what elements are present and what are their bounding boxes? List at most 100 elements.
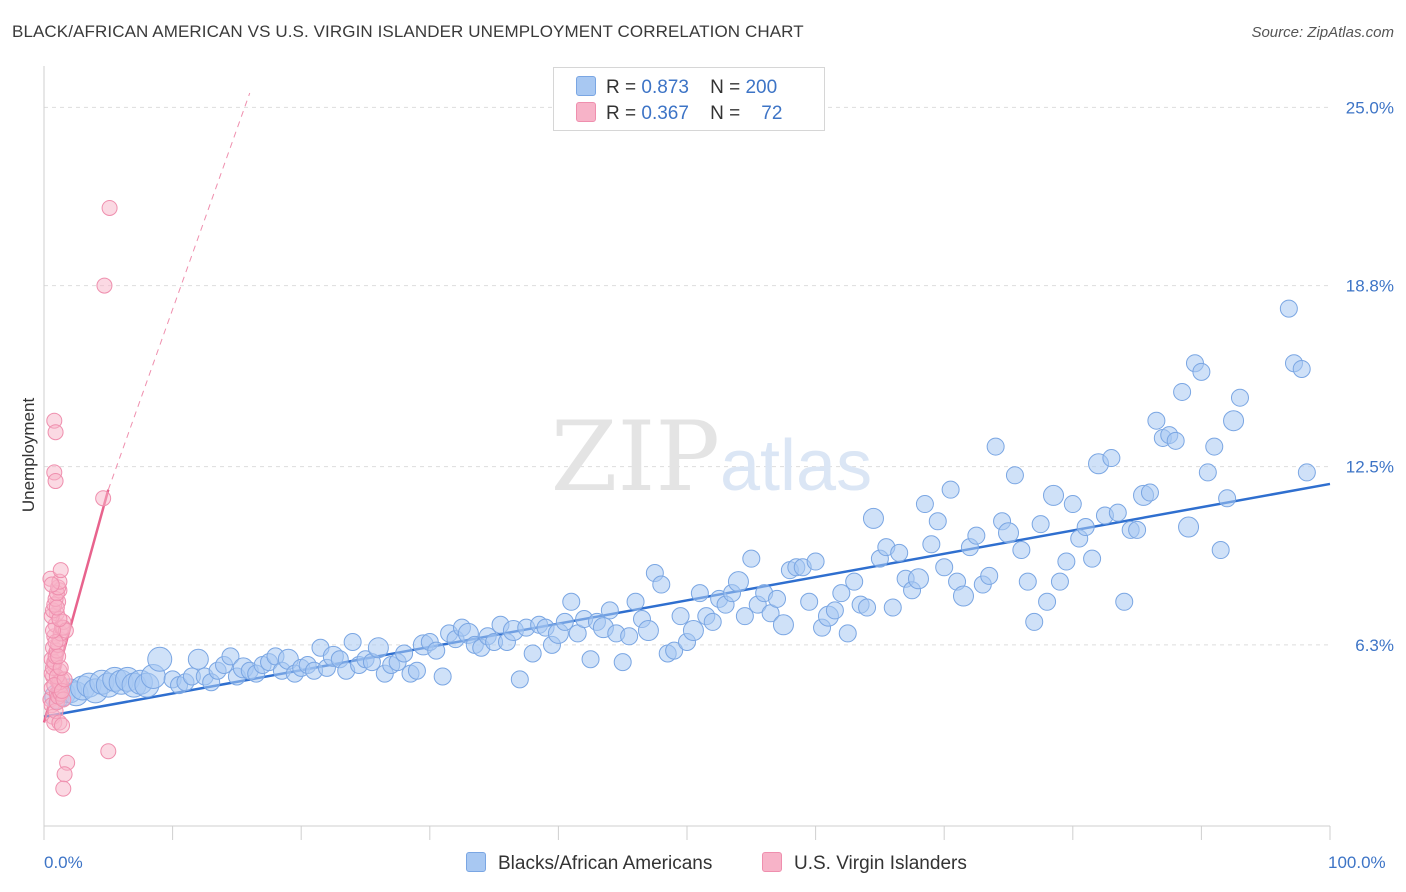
chart-source: Source: ZipAtlas.com xyxy=(1251,24,1394,41)
blue-data-point xyxy=(555,612,574,631)
blue-data-point xyxy=(1115,592,1134,611)
y-tick-label: 18.8% xyxy=(1346,277,1394,296)
blue-data-point xyxy=(620,627,639,646)
blue-data-point xyxy=(600,601,619,620)
blue-data-point xyxy=(147,646,173,672)
grid-lines xyxy=(44,106,1330,646)
blue-data-point xyxy=(858,598,877,617)
blue-data-point xyxy=(1063,495,1082,514)
blue-data-point xyxy=(825,601,844,620)
blue-data-point xyxy=(768,589,787,608)
blue-data-point xyxy=(890,543,909,562)
blue-data-point xyxy=(562,592,581,611)
bottom-legend-blue: Blacks/African Americans xyxy=(466,852,712,875)
y-axis-label: Unemployment xyxy=(19,398,38,513)
blue-data-point xyxy=(1173,382,1192,401)
blue-data-point xyxy=(915,495,934,514)
pink-points xyxy=(42,199,118,797)
blue-data-point xyxy=(367,637,389,659)
blue-data-point xyxy=(1005,466,1024,485)
chart-title: BLACK/AFRICAN AMERICAN VS U.S. VIRGIN IS… xyxy=(12,22,804,41)
blue-data-point xyxy=(928,512,947,531)
blue-data-point xyxy=(907,568,929,590)
blue-data-point xyxy=(427,641,446,660)
blue-data-point xyxy=(1192,362,1211,381)
blue-data-point xyxy=(742,549,761,568)
y-tick-label: 25.0% xyxy=(1346,98,1394,117)
blue-data-point xyxy=(1031,515,1050,534)
blue-data-point xyxy=(1147,411,1166,430)
blue-data-point xyxy=(941,480,960,499)
blue-data-point xyxy=(1178,516,1200,538)
bottom-legend-pink: U.S. Virgin Islanders xyxy=(762,852,967,875)
blue-data-point xyxy=(1012,541,1031,560)
blue-data-point xyxy=(1205,437,1224,456)
blue-data-point xyxy=(980,566,999,585)
blue-data-point xyxy=(343,633,362,652)
blue-data-point xyxy=(690,584,709,603)
legend-n-value: 200 xyxy=(745,77,778,98)
blue-data-point xyxy=(1038,592,1057,611)
pink-trend-extrapolation xyxy=(107,92,251,490)
pink-data-point xyxy=(47,473,64,490)
pink-swatch-icon xyxy=(576,102,596,122)
blue-data-point xyxy=(1297,463,1316,482)
legend-r-value: 0.873 xyxy=(641,77,689,98)
blue-data-point xyxy=(665,641,684,660)
blue-swatch-icon xyxy=(576,76,596,96)
blue-points xyxy=(44,299,1316,710)
blue-data-point xyxy=(652,575,671,594)
y-tick-label: 6.3% xyxy=(1355,636,1394,655)
watermark-zip: ZIP xyxy=(551,401,720,513)
blue-data-point xyxy=(735,607,754,626)
blue-data-point xyxy=(1128,520,1147,539)
blue-data-point xyxy=(883,598,902,617)
legend-n-label: N = xyxy=(710,77,741,98)
legend-r-value: 0.367 xyxy=(641,103,689,124)
blue-data-point xyxy=(845,572,864,591)
blue-data-point xyxy=(523,644,542,663)
blue-data-point xyxy=(998,522,1019,544)
pink-data-point xyxy=(96,277,113,294)
blue-data-point xyxy=(1166,431,1185,450)
blue-data-point xyxy=(952,585,974,607)
blue-data-point xyxy=(1057,552,1076,571)
blue-data-point xyxy=(1223,410,1245,432)
blue-data-point xyxy=(967,526,986,545)
blue-data-point xyxy=(1043,484,1065,506)
blue-data-point xyxy=(395,644,414,663)
pink-data-point xyxy=(100,743,117,760)
bottom-legend-label: Blacks/African Americans xyxy=(498,853,713,874)
blue-data-point xyxy=(1218,489,1237,508)
pink-data-point xyxy=(48,599,65,616)
blue-data-point xyxy=(187,648,209,670)
y-tick-label: 12.5% xyxy=(1346,458,1394,477)
legend-r-label: R = xyxy=(606,103,637,124)
blue-data-point xyxy=(862,507,884,529)
blue-data-point xyxy=(1018,572,1037,591)
pink-data-point xyxy=(54,717,71,734)
pink-data-point xyxy=(55,780,72,797)
pink-data-point xyxy=(50,648,67,665)
blue-data-point xyxy=(581,650,600,669)
blue-data-point xyxy=(1050,572,1069,591)
pink-swatch-icon xyxy=(762,852,782,872)
blue-data-point xyxy=(922,535,941,554)
blue-data-point xyxy=(727,571,749,593)
blue-data-point xyxy=(1211,541,1230,560)
blue-data-point xyxy=(703,612,722,631)
bottom-legend-label: U.S. Virgin Islanders xyxy=(794,853,967,874)
blue-data-point xyxy=(800,592,819,611)
blue-data-point xyxy=(671,607,690,626)
pink-data-point xyxy=(47,424,64,441)
blue-data-point xyxy=(433,667,452,686)
blue-data-point xyxy=(626,592,645,611)
y-tick-labels: 6.3% 12.5% 18.8% 25.0% xyxy=(1346,98,1394,655)
pink-data-point xyxy=(43,576,60,593)
blue-data-point xyxy=(832,584,851,603)
blue-data-point xyxy=(1140,483,1159,502)
pink-data-point xyxy=(52,562,69,579)
blue-data-point xyxy=(637,620,659,642)
blue-data-point xyxy=(1198,463,1217,482)
